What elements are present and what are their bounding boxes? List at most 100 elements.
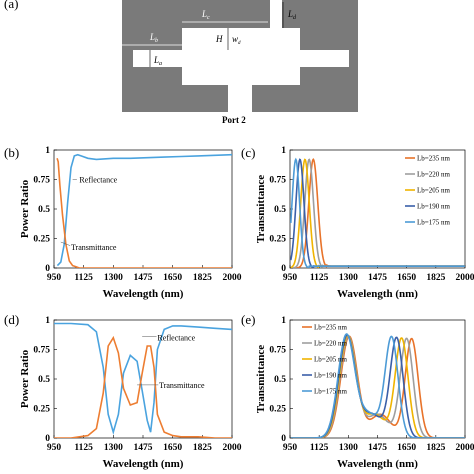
x-tick-label: 950	[47, 443, 62, 453]
legend-entry: Lb=175 nm	[314, 388, 347, 396]
legend-entry: Lb=205 nm	[417, 187, 450, 195]
y-tick-label: 0	[281, 434, 286, 444]
legend-entry: Lb=235 nm	[314, 324, 347, 332]
chart-d: (d) 0 0.25 0.5 0.75 1 950 1125 1300 1475 1650 1825 2…	[4, 312, 242, 470]
y-tick-label: 0	[45, 434, 50, 444]
y-tick-label: 0.25	[269, 405, 286, 415]
top-stub	[270, 0, 282, 28]
y-axis-title: Power Ratio	[19, 179, 31, 238]
legend-entry: Lb=220 nm	[314, 340, 347, 348]
y-tick-label: 0	[281, 264, 286, 274]
legend-entry: Lb=190 nm	[314, 372, 347, 380]
series-line-lb-175-nm	[290, 157, 465, 268]
lb-label: Lb	[149, 32, 158, 44]
x-tick-label: 1300	[104, 273, 123, 283]
x-tick-label: 1125	[310, 273, 329, 283]
x-axis-title: Wavelength (nm)	[103, 458, 184, 470]
y-axis-title: Transmittance	[255, 175, 267, 243]
y-tick-label: 0.75	[33, 346, 50, 356]
y-tick-label: 1	[281, 146, 286, 156]
la-label: La	[153, 55, 162, 67]
wd-label: wd	[232, 34, 241, 46]
legend-entry: Lb=190 nm	[417, 203, 450, 211]
h-label: H	[215, 34, 223, 44]
x-tick-label: 1475	[134, 443, 153, 453]
x-axis-title: Wavelength (nm)	[337, 288, 418, 300]
x-axis-title: Wavelength (nm)	[337, 458, 418, 470]
x-tick-label: 1475	[368, 443, 387, 453]
annotation-transmittance: Transmittance	[71, 243, 117, 252]
lc-label: Lc	[201, 9, 210, 21]
cavity-rect	[182, 28, 300, 85]
y-tick-label: 1	[45, 316, 50, 326]
y-tick-label: 0.5	[274, 375, 286, 385]
x-tick-label: 1650	[163, 443, 182, 453]
annotation-reflectance: Reflectance	[157, 334, 195, 343]
annotation-leader	[60, 241, 71, 246]
x-tick-label: 1825	[426, 273, 445, 283]
diagram-a: (a) Lc Ld Lb La H wd Port 2	[4, 0, 358, 125]
x-tick-label: 2000	[223, 273, 242, 283]
legend-entry: Lb=235 nm	[417, 155, 450, 163]
series-line-lb-175-nm	[290, 333, 465, 438]
x-tick-label: 1475	[368, 273, 387, 283]
legend-entry: Lb=205 nm	[314, 356, 347, 364]
x-tick-label: 2000	[456, 443, 474, 453]
x-tick-label: 950	[283, 443, 298, 453]
y-axis-title: Power Ratio	[19, 349, 31, 408]
x-tick-label: 1825	[193, 443, 212, 453]
y-tick-label: 0.5	[38, 205, 50, 215]
legend-entry: Lb=175 nm	[417, 219, 450, 227]
x-tick-label: 1125	[310, 443, 329, 453]
chart-e: (e) 0 0.25 0.5 0.75 1 950 1125 1300 1475 1650 1825 2…	[241, 312, 474, 470]
x-tick-label: 1650	[163, 273, 182, 283]
x-tick-label: 1650	[397, 443, 416, 453]
x-tick-label: 950	[47, 273, 62, 283]
y-tick-label: 0.5	[274, 205, 286, 215]
ld-label: Ld	[287, 9, 297, 21]
panel-label-b: (b)	[4, 145, 19, 160]
y-tick-label: 0.5	[38, 375, 50, 385]
series-line-reflectance	[56, 153, 232, 267]
x-tick-label: 1825	[426, 443, 445, 453]
y-tick-label: 0.25	[269, 235, 286, 245]
series-line-reflectance	[54, 322, 232, 435]
x-tick-label: 1825	[193, 273, 212, 283]
y-tick-label: 0.75	[269, 176, 286, 186]
annotation-transmittance: Transmittance	[159, 381, 205, 390]
y-tick-label: 0.25	[33, 405, 50, 415]
legend-entry: Lb=220 nm	[417, 171, 450, 179]
chart-b: (b) 0 0.25 0.5 0.75 1 950 1125 1300 1475 1650 1825 2…	[4, 145, 242, 300]
x-tick-label: 1475	[134, 273, 153, 283]
port2-label: Port 2	[222, 115, 246, 125]
chart-c: (c) 0 0.25 0.5 0.75 1 950 1125 1300 1475 1650 1825 2…	[241, 145, 474, 300]
x-tick-label: 2000	[223, 443, 242, 453]
panel-label-d: (d)	[4, 312, 19, 327]
y-tick-label: 0.25	[33, 235, 50, 245]
series-line-transmittance	[56, 158, 232, 268]
series-line-transmittance	[54, 335, 232, 438]
plot-frame	[53, 319, 233, 439]
x-tick-label: 2000	[456, 273, 474, 283]
x-tick-label: 1125	[74, 273, 93, 283]
x-tick-label: 1650	[397, 273, 416, 283]
x-tick-label: 1300	[339, 443, 358, 453]
annotation-reflectance: Reflectance	[79, 176, 117, 185]
series-line-lb-190-nm	[290, 334, 465, 438]
y-tick-label: 1	[45, 146, 50, 156]
panel-label-a: (a)	[4, 0, 18, 11]
x-tick-label: 1300	[339, 273, 358, 283]
panel-label-e: (e)	[241, 312, 255, 327]
y-tick-label: 0.75	[33, 176, 50, 186]
y-axis-title: Transmittance	[255, 345, 267, 413]
port2-stub	[228, 85, 252, 112]
x-tick-label: 1125	[74, 443, 93, 453]
charts: (b) 0 0.25 0.5 0.75 1 950 1125 1300 1475 1650 1825 2…	[4, 145, 474, 470]
x-tick-label: 950	[283, 273, 298, 283]
y-tick-label: 0.75	[269, 346, 286, 356]
x-tick-label: 1300	[104, 443, 123, 453]
panel-label-c: (c)	[241, 145, 255, 160]
y-tick-label: 0	[45, 264, 50, 274]
x-axis-title: Wavelength (nm)	[103, 288, 184, 300]
